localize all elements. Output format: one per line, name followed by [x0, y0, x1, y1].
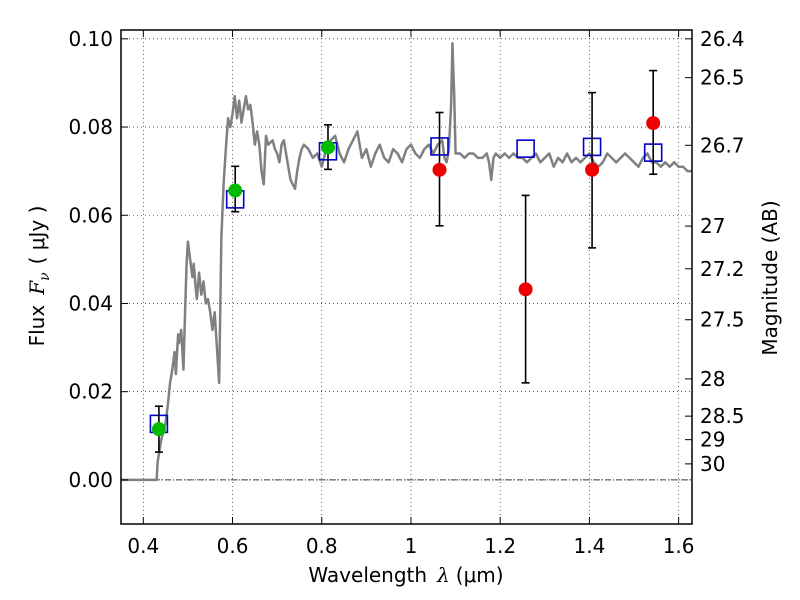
observed-point-red: [432, 162, 447, 177]
observed-point-green: [228, 183, 243, 198]
x-tick-label: 1: [405, 534, 418, 558]
y-tick-label: 0.02: [68, 380, 113, 404]
y-axis-label-unit: ( μJy ): [25, 206, 49, 265]
mag-tick-label: 26.5: [700, 66, 745, 90]
y2-axis-label: Magnitude (AB): [758, 200, 782, 355]
mag-tick-label: 28: [700, 367, 725, 391]
mag-tick-label: 26.7: [700, 133, 745, 157]
x-tick-label: 0.8: [306, 534, 338, 558]
mag-tick-label: 30: [700, 452, 725, 476]
model-spectrum-line: [121, 41, 692, 482]
y-axis-label-prefix: Flux: [25, 305, 49, 347]
x-axis-label: Wavelength λ (μm): [308, 563, 503, 587]
y-tick-label: 0.10: [68, 27, 113, 51]
x-axis-label-unit: (μm): [456, 563, 504, 587]
axes-frame: [120, 29, 693, 525]
x-tick-label: 1.2: [484, 534, 516, 558]
x-tick-label: 0.6: [217, 534, 249, 558]
y-tick-label: 0.00: [68, 468, 113, 492]
mag-tick-label: 29: [700, 428, 725, 452]
plot-area: [121, 41, 692, 482]
y-axis-label-symbol: F: [25, 280, 49, 296]
x-tick-label: 0.4: [127, 534, 159, 558]
observed-point-red: [585, 162, 600, 177]
model-photometry-square: [516, 139, 535, 158]
ticks: 0.4 0.6 0.8 1 1.2 1.4 1.6 0.00 0.02 0.04 0.06 0.08 0…: [68, 27, 744, 558]
mag-tick-label: 28.5: [700, 404, 745, 428]
x-axis-label-prefix: Wavelength: [308, 563, 427, 587]
observed-point-green: [151, 422, 166, 437]
mag-tick-label: 27: [700, 214, 725, 238]
y-tick-label: 0.08: [68, 115, 113, 139]
mag-tick-label: 27.2: [700, 257, 745, 281]
observed-point-red: [518, 282, 533, 297]
y-tick-label: 0.04: [68, 291, 113, 315]
x-tick-label: 1.4: [573, 534, 605, 558]
observed-point-green: [320, 140, 335, 155]
mag-tick-label: 26.4: [700, 27, 745, 51]
mag-tick-label: 27.5: [700, 308, 745, 332]
observed-point-red: [646, 116, 661, 131]
x-axis-label-symbol: λ: [436, 563, 450, 587]
y-tick-label: 0.06: [68, 203, 113, 227]
y-axis-label-subscript: ν: [37, 272, 53, 281]
y-axis-label: Flux Fν ( μJy ): [25, 206, 53, 347]
x-tick-label: 1.6: [663, 534, 695, 558]
